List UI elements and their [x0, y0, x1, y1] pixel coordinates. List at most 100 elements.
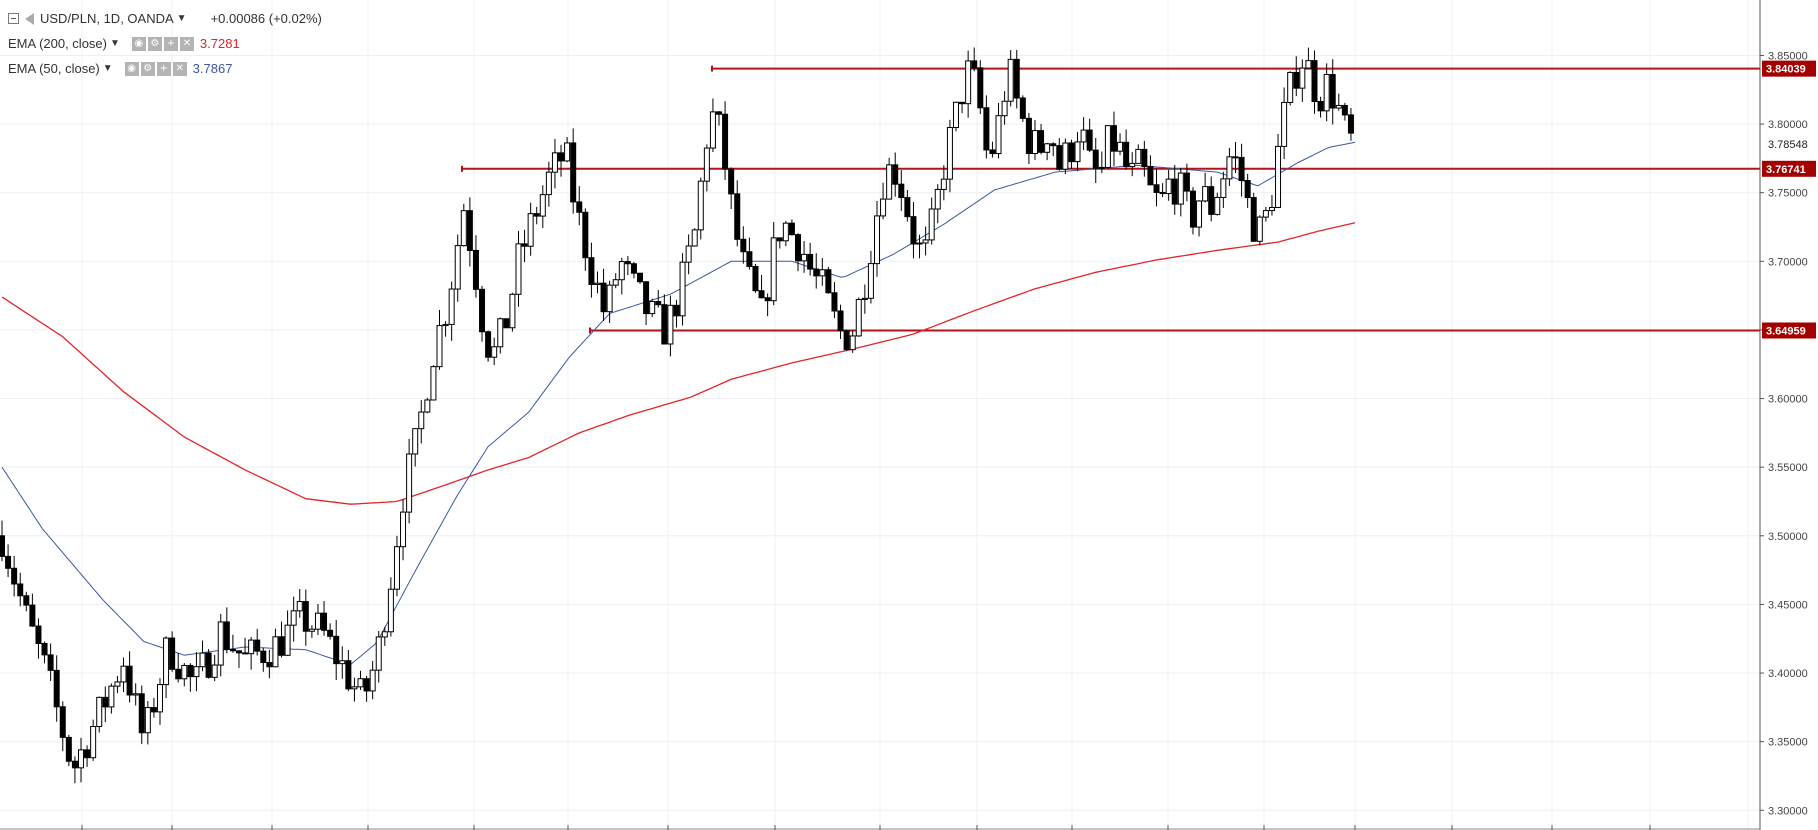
candle — [1250, 192, 1257, 242]
candle — [1183, 163, 1190, 202]
gear-icon[interactable]: ⚙ — [140, 61, 155, 76]
candle — [1025, 112, 1032, 164]
candle — [400, 499, 407, 561]
candle — [807, 242, 814, 276]
candle — [952, 101, 959, 132]
candle — [290, 596, 297, 642]
candle — [339, 646, 346, 679]
candle — [734, 180, 741, 247]
indicator-name[interactable]: EMA (50, close) — [8, 61, 100, 76]
candle — [594, 271, 601, 294]
candle — [23, 591, 30, 612]
candle — [1335, 93, 1342, 111]
candle — [503, 318, 510, 329]
symbol-title[interactable]: USD/PLN, 1D, OANDA — [40, 11, 174, 26]
chart-grid — [0, 0, 1760, 830]
candle — [819, 258, 826, 286]
candle — [120, 657, 127, 693]
candle — [430, 365, 437, 401]
candle — [855, 297, 862, 337]
close-icon[interactable]: ✕ — [179, 36, 194, 51]
candle — [558, 144, 565, 177]
candle — [375, 630, 382, 683]
ema-50-line — [1, 141, 1356, 666]
candle — [618, 257, 625, 295]
candle — [90, 719, 97, 761]
candle — [248, 636, 255, 670]
candle — [959, 101, 966, 114]
candle — [302, 589, 309, 646]
candle — [150, 697, 157, 718]
chevron-down-icon[interactable]: ▼ — [110, 38, 120, 49]
candle — [588, 242, 595, 298]
candle — [211, 654, 218, 682]
close-icon[interactable]: ✕ — [172, 61, 187, 76]
candle — [983, 95, 990, 159]
indicator-row-ema200: EMA (200, close) ▼ ◉ ⚙ + ✕ 3.7281 — [8, 31, 322, 56]
candle — [989, 141, 996, 158]
level-label[interactable]: 3.84039 — [1762, 60, 1816, 77]
horizontal-levels[interactable] — [461, 65, 1760, 334]
candle — [1001, 91, 1008, 125]
candle — [126, 651, 133, 703]
candle — [922, 226, 929, 256]
candle — [1214, 192, 1221, 216]
indicator-name[interactable]: EMA (200, close) — [8, 36, 107, 51]
candle — [971, 47, 978, 72]
candle — [217, 613, 224, 677]
candle — [600, 268, 607, 321]
candle — [1311, 50, 1318, 114]
level-label[interactable]: 3.76741 — [1762, 160, 1816, 177]
ema-200-line — [1, 222, 1356, 505]
candle — [266, 649, 273, 679]
candle — [697, 177, 704, 240]
candle — [880, 182, 887, 220]
candle — [199, 640, 206, 672]
candle — [564, 137, 571, 163]
gear-icon[interactable]: ⚙ — [147, 36, 162, 51]
candle — [551, 138, 558, 189]
minus-square-icon[interactable] — [8, 13, 19, 24]
candle — [181, 663, 188, 687]
candle — [144, 701, 151, 745]
candle — [357, 670, 364, 690]
candle — [1044, 142, 1051, 161]
plus-icon[interactable]: + — [163, 36, 178, 51]
candle — [393, 535, 400, 597]
candle — [163, 636, 170, 699]
candle — [934, 184, 941, 224]
candle — [758, 274, 765, 299]
candle — [1287, 71, 1294, 106]
candle — [716, 111, 723, 126]
candle — [1262, 206, 1269, 222]
candle — [436, 310, 443, 370]
candle — [5, 544, 12, 578]
candle — [1086, 118, 1093, 153]
candle — [1135, 144, 1142, 164]
eye-icon[interactable]: ◉ — [124, 61, 139, 76]
chevron-down-icon[interactable]: ▼ — [102, 63, 113, 74]
candle — [84, 745, 91, 767]
candle — [460, 203, 467, 247]
candle — [679, 253, 686, 326]
candle — [612, 273, 619, 289]
candle — [497, 317, 504, 354]
eye-icon[interactable]: ◉ — [131, 36, 146, 51]
candle — [442, 321, 449, 337]
plus-icon[interactable]: + — [156, 61, 171, 76]
candle — [35, 618, 42, 659]
candle — [1226, 147, 1233, 186]
tick-label: 3.70000 — [1768, 256, 1808, 268]
candle — [1256, 215, 1263, 246]
candle — [1317, 96, 1324, 118]
candle — [278, 621, 285, 658]
chevron-down-icon[interactable]: ▼ — [176, 13, 187, 24]
candle — [886, 157, 893, 200]
candle — [47, 643, 54, 681]
level-label[interactable]: 3.64959 — [1762, 322, 1816, 339]
candle — [1007, 50, 1014, 107]
candle — [527, 202, 534, 256]
candle — [1019, 95, 1026, 122]
